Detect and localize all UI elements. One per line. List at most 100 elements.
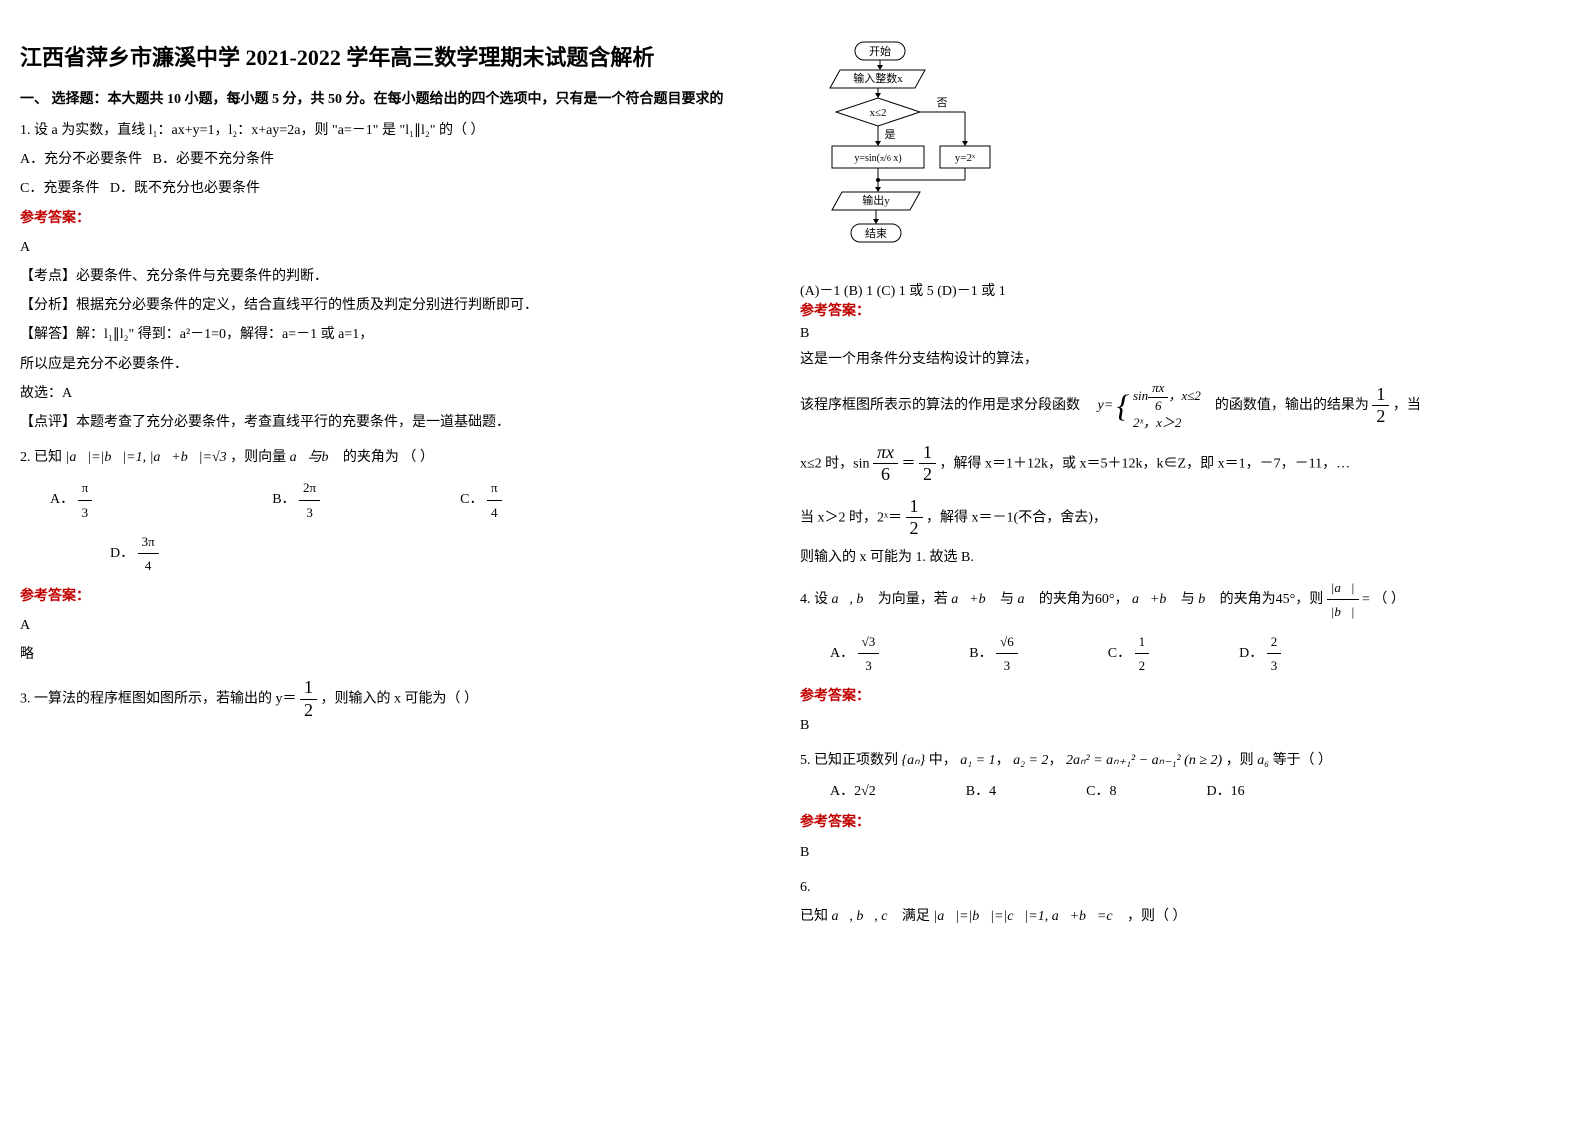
p4-expr3: a⃗+b⃗ (1132, 592, 1177, 607)
p4-ratio: |a⃗||b⃗| (1327, 576, 1359, 624)
p5-stem-pre: 5. 已知正项数列 (800, 753, 898, 768)
p3-line3-frac2: 12 (919, 442, 936, 486)
p4-stem-pre: 4. 设 (800, 592, 828, 607)
p3-line4-post: ，解得 x＝－1(不合，舍去)， (926, 510, 1107, 525)
flow-yes-text: 是 (885, 128, 896, 141)
flow-end-text: 结束 (865, 227, 887, 240)
p2-answer-label: 参考答案： (20, 584, 760, 609)
p4-optA: A． √33 (830, 630, 879, 678)
p1-tag4: 所以应是充分不必要条件． (20, 352, 760, 377)
p3-line1: 这是一个用条件分支结构设计的算法， (800, 348, 1540, 368)
p3-piecewise: y= { sinπx6，x≤2 2ˣ，x＞2 (1098, 398, 1205, 413)
p3-line2-pre: 该程序框图所表示的算法的作用是求分段函数 (800, 398, 1080, 413)
p1-tag2: 【分析】根据充分必要条件的定义，结合直线平行的性质及判定分别进行判断即可． (20, 293, 760, 318)
p5-mid1: 中， (929, 753, 957, 768)
p2-optA: A． π3 (50, 476, 92, 524)
p5-post1: ，则 (1226, 753, 1254, 768)
flow-no-text: 否 (937, 97, 948, 109)
p3-line3-frac1: πx6 (873, 442, 898, 486)
flow-cond-text: x≤2 (869, 107, 886, 119)
p4-answer: B (800, 713, 1540, 738)
p1-stem: 1. 设 a 为实数，直线 l₁：ax+y=1，l₂：x+ay=2a，则 "a=… (20, 118, 760, 143)
page-title: 江西省萍乡市濂溪中学 2021-2022 学年高三数学理期末试题含解析 (20, 40, 760, 72)
p4-mid1: 为向量，若 (878, 592, 948, 607)
p4-ab: a⃗, b⃗ (832, 592, 875, 607)
flow-start-text: 开始 (869, 44, 891, 58)
p4-mid5: 的夹角为45°，则 (1220, 592, 1324, 607)
p4-stem-post: （ ） (1373, 592, 1405, 607)
flow-box1-text: y=sin(π/6 x) (854, 153, 901, 164)
p3-line3-mid: ＝ (902, 456, 916, 471)
p4-mid2: 与 (1000, 592, 1014, 607)
p1-tag5: 故选：A (20, 381, 760, 406)
p3-line2-post: 的函数值，输出的结果为 (1215, 398, 1369, 413)
p1-tag6: 【点评】本题考查了充分必要条件，考查直线平行的充要条件，是一道基础题． (20, 410, 760, 435)
p4-mid4: 与 (1181, 592, 1195, 607)
p4-optC: C． 12 (1108, 630, 1149, 678)
p2-stem-mid: ，则向量 (230, 450, 286, 465)
p6-stem-mid: 满足 (902, 909, 930, 924)
p5-optB: B．4 (966, 779, 996, 804)
p1-answer-label: 参考答案： (20, 206, 760, 231)
p5-answer-label: 参考答案： (800, 810, 1540, 835)
p5-optD: D．16 (1206, 779, 1244, 804)
p2-stem-post: 的夹角为 （ ） (343, 450, 434, 465)
flow-input-text: 输入整数x (853, 71, 903, 85)
p1-optC: C．充要条件 (20, 181, 99, 196)
p2-expr1: |a⃗|=|b⃗|=1, |a⃗+b⃗|=√3 (66, 450, 227, 465)
problem-4: 4. 设 a⃗, b⃗ 为向量，若 a⃗+b⃗ 与 a⃗ 的夹角为60°， a⃗… (800, 576, 1540, 738)
problem-1: 1. 设 a 为实数，直线 l₁：ax+y=1，l₂：x+ay=2a，则 "a=… (20, 118, 760, 435)
p3-result-frac: 12 (1372, 384, 1389, 428)
p4-expr2: a⃗ (1018, 592, 1036, 607)
p3-line4-frac: 12 (906, 496, 923, 540)
p6-stem-post: ，则（ ） (1127, 909, 1187, 924)
p5-a1: a₁ = 1 (960, 753, 995, 768)
p4-answer-label: 参考答案： (800, 684, 1540, 709)
flowchart-diagram: 开始 输入整数x x≤2 否 是 y=sin(π/6 x) y=2ˣ (810, 40, 1030, 270)
p3-frac: 12 (300, 677, 317, 721)
p2-answer: A (20, 613, 760, 638)
p1-tag3: 【解答】解：l₁∥l₂" 得到：a²－1=0，解得：a=－1 或 a=1， (20, 322, 760, 347)
p3-answer: B (800, 326, 1540, 342)
p3-stem-pre: 3. 一算法的程序框图如图所示，若输出的 y＝ (20, 692, 297, 707)
p3-line4-pre: 当 x＞2 时，2ˣ＝ (800, 510, 902, 525)
p1-optA: A．充分不必要条件 (20, 152, 142, 167)
p3-line5: 则输入的 x 可能为 1. 故选 B. (800, 546, 1540, 566)
p5-rec: 2aₙ² = aₙ₊₁² − aₙ₋₁² (n ≥ 2) (1066, 753, 1222, 768)
p6-stem-pre: 已知 (800, 909, 828, 924)
p1-answer: A (20, 235, 760, 260)
flow-box2-text: y=2ˣ (955, 152, 976, 164)
p5-a2: a₂ = 2 (1013, 753, 1048, 768)
p5-answer: B (800, 840, 1540, 865)
p6-num: 6. (800, 875, 1540, 900)
p2-note: 略 (20, 642, 760, 667)
p4-mid3: 的夹角为60°， (1039, 592, 1129, 607)
p1-optB: B．必要不充分条件 (153, 152, 274, 167)
p2-stem-pre: 2. 已知 (20, 450, 62, 465)
p5-a6: a₆ (1257, 753, 1269, 768)
p1-optD: D．既不充分也必要条件 (110, 181, 260, 196)
flow-output-text: 输出y (862, 193, 890, 207)
p6-expr: |a⃗|=|b⃗|=|c⃗|=1, a⃗+b⃗=c⃗ (933, 909, 1123, 924)
p5-optA: A．2√2 (830, 779, 876, 804)
problem-2: 2. 已知 |a⃗|=|b⃗|=1, |a⃗+b⃗|=√3 ，则向量 a⃗与b⃗… (20, 445, 760, 667)
p4-optB: B． √63 (969, 630, 1017, 678)
p3-line3-pre: x≤2 时，sin (800, 456, 870, 471)
p5-optC: C．8 (1086, 779, 1116, 804)
p3-line3-post: ，解得 x＝1＋12k，或 x＝5＋12k，k∈Z，即 x＝1，－7，－11，… (940, 456, 1351, 471)
p3-options: (A)－1 (B) 1 (C) 1 或 5 (D)－1 或 1 (800, 280, 1540, 300)
p3-stem-post: ，则输入的 x 可能为（ ） (321, 692, 479, 707)
p2-optD: D． 3π4 (110, 530, 159, 578)
p3-line2-end: ，当 (1393, 398, 1421, 413)
p4-expr1: a⃗+b⃗ (951, 592, 996, 607)
problem-3-stem: 3. 一算法的程序框图如图所示，若输出的 y＝ 12 ，则输入的 x 可能为（ … (20, 677, 760, 721)
p2-optC: C． π4 (460, 476, 501, 524)
p1-tag1: 【考点】必要条件、充分条件与充要条件的判断． (20, 264, 760, 289)
p3-answer-label: 参考答案： (800, 300, 1540, 320)
p4-expr4: b⃗ (1198, 592, 1216, 607)
p2-optB: B． 2π3 (272, 476, 320, 524)
p4-optD: D． 23 (1239, 630, 1281, 678)
p2-expr2: a⃗与b⃗ (290, 450, 340, 465)
p5-seq: {aₙ} (902, 753, 926, 768)
p5-post2: 等于（ ） (1273, 753, 1333, 768)
